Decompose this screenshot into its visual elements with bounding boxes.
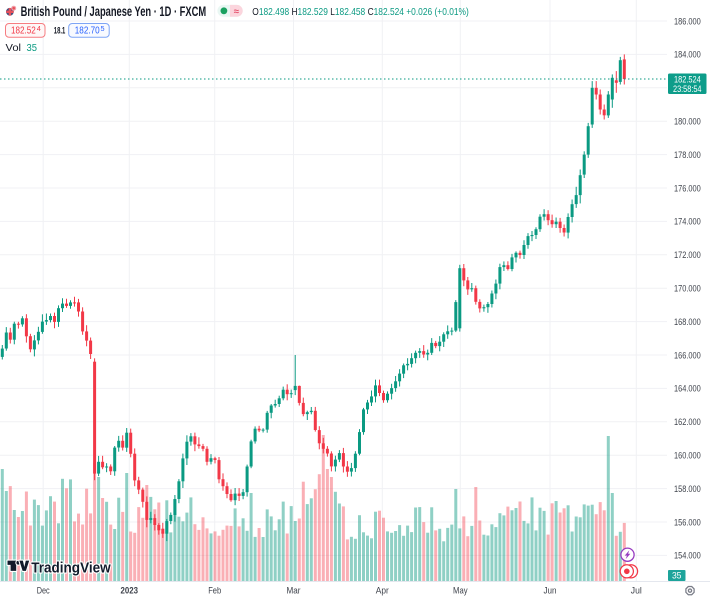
svg-text:158.000: 158.000 <box>674 484 701 495</box>
svg-text:160.000: 160.000 <box>674 451 701 462</box>
svg-text:TradingView: TradingView <box>31 560 111 576</box>
svg-text:Jul: Jul <box>631 585 642 596</box>
svg-text:18.1: 18.1 <box>54 25 66 35</box>
svg-text:156.000: 156.000 <box>674 517 701 528</box>
svg-text:23:58:54: 23:58:54 <box>673 84 702 95</box>
svg-text:≈: ≈ <box>234 6 240 17</box>
svg-text:Feb: Feb <box>208 585 221 596</box>
svg-text:35: 35 <box>27 43 38 54</box>
svg-text:166.000: 166.000 <box>674 350 701 361</box>
svg-text:186.000: 186.000 <box>674 16 701 27</box>
svg-text:4: 4 <box>37 24 41 33</box>
svg-text:2023: 2023 <box>121 585 139 596</box>
svg-text:5: 5 <box>101 24 105 33</box>
svg-text:164.000: 164.000 <box>674 384 701 395</box>
svg-text:Vol: Vol <box>6 43 22 54</box>
svg-text:154.000: 154.000 <box>674 551 701 562</box>
svg-text:180.000: 180.000 <box>674 117 701 128</box>
svg-text:May: May <box>453 585 468 596</box>
svg-text:35: 35 <box>672 571 682 581</box>
svg-text:176.000: 176.000 <box>674 183 701 194</box>
svg-text:174.000: 174.000 <box>674 217 701 228</box>
svg-text:O182.498 H182.529 L182.458 C18: O182.498 H182.529 L182.458 C182.524 +0.0… <box>252 6 469 18</box>
svg-text:182.524: 182.524 <box>674 74 701 85</box>
svg-text:British Pound / Japanese Yen ·: British Pound / Japanese Yen · 1D · FXCM <box>21 3 207 19</box>
svg-text:Dec: Dec <box>37 585 50 596</box>
svg-text:172.000: 172.000 <box>674 250 701 261</box>
svg-text:182.70: 182.70 <box>75 26 100 37</box>
svg-text:Apr: Apr <box>376 585 389 596</box>
svg-text:Jun: Jun <box>544 585 557 596</box>
svg-text:182.52: 182.52 <box>11 26 36 37</box>
svg-text:170.000: 170.000 <box>674 284 701 295</box>
svg-text:168.000: 168.000 <box>674 317 701 328</box>
svg-text:184.000: 184.000 <box>674 50 701 61</box>
svg-text:162.000: 162.000 <box>674 417 701 428</box>
svg-text:Mar: Mar <box>287 585 301 596</box>
svg-text:178.000: 178.000 <box>674 150 701 161</box>
